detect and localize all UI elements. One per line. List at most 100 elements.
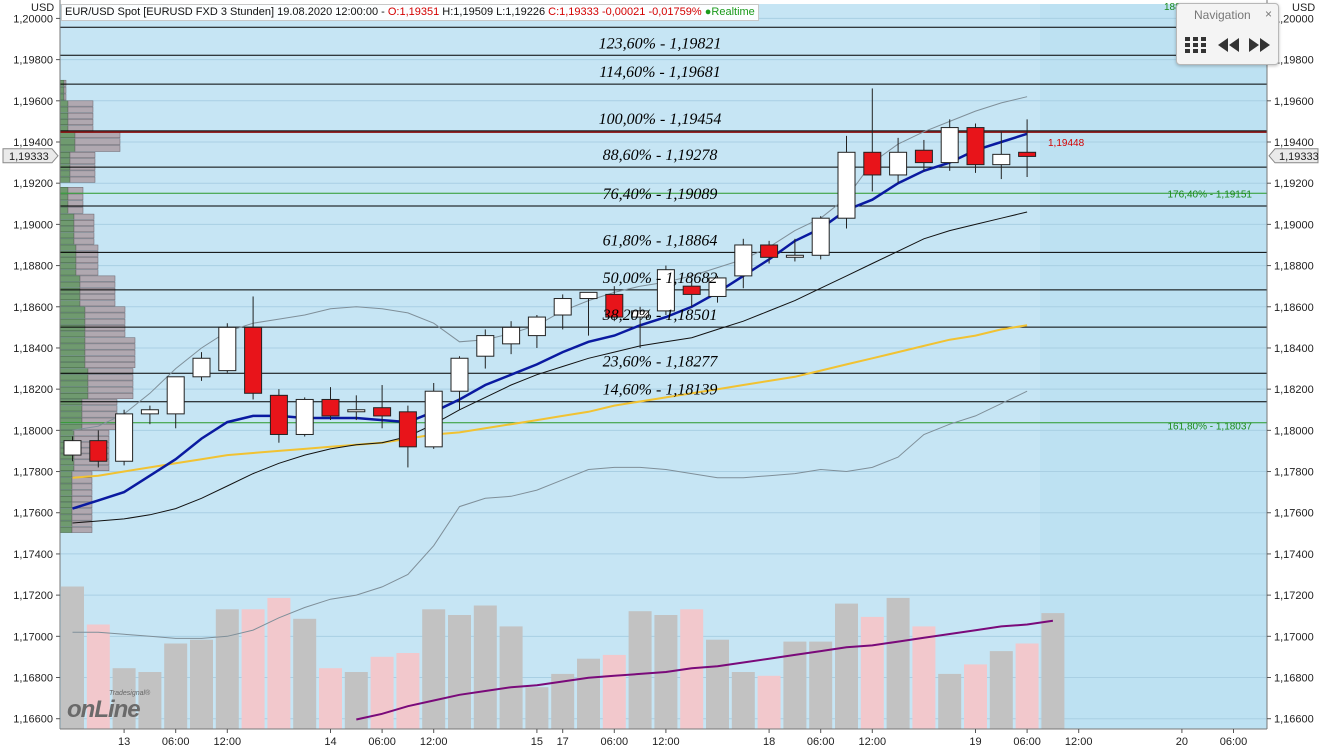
- volume-profile-green: [59, 187, 69, 194]
- volume-bar: [731, 672, 755, 729]
- volume-bar: [448, 615, 471, 729]
- candle-body: [450, 357, 469, 392]
- volume-bar: [215, 609, 239, 729]
- fib-level-label: 114,60% - 1,19681: [599, 64, 720, 81]
- candle-body: [63, 440, 82, 456]
- volume-profile-grey: [84, 349, 136, 356]
- volume-profile-green: [59, 496, 73, 502]
- volume-profile-grey: [81, 423, 118, 430]
- volume-profile-grey: [71, 526, 93, 533]
- volume-profile-green: [59, 380, 89, 387]
- volume-profile-green: [59, 362, 86, 369]
- candle-body: [682, 285, 701, 295]
- fast-forward-icon[interactable]: [1248, 37, 1272, 53]
- current-price-marker-right: [1268, 148, 1319, 164]
- candle-body: [940, 127, 959, 164]
- volume-profile-grey: [71, 483, 93, 490]
- x-tick-label: 06:00: [1013, 736, 1041, 748]
- current-price-marker-left: [2, 148, 59, 164]
- volume-bar: [628, 611, 652, 729]
- volume-profile-green: [59, 411, 83, 418]
- volume-profile-green: [59, 526, 73, 533]
- volume-profile-grey: [75, 257, 99, 263]
- x-tick-label: 14: [324, 736, 336, 748]
- volume-moving-average-line: [356, 619, 1054, 721]
- volume-profile-grey: [71, 520, 93, 527]
- candle-body: [760, 244, 779, 258]
- volume-bar: [319, 668, 342, 729]
- volume-bar: [422, 609, 446, 729]
- volume-profile-green: [59, 93, 65, 101]
- volume-profile-green: [59, 355, 86, 362]
- candle-body: [424, 390, 443, 448]
- candle-body: [863, 151, 882, 176]
- last-high-label: 1,19448: [1048, 138, 1085, 149]
- candle-body: [321, 398, 340, 417]
- candle-body: [398, 411, 417, 448]
- volume-profile-grey: [67, 106, 94, 113]
- tradesignal-logo: Tradesignal® onLine: [67, 690, 151, 723]
- volume-profile-green: [59, 119, 69, 125]
- y-tick-label-left: 1,19200: [13, 178, 53, 190]
- fib-level-label: 14,60% - 1,18139: [603, 382, 718, 399]
- y-tick-label-left: 1,18200: [13, 384, 53, 396]
- y-tick-label-right: 1,18000: [1274, 425, 1314, 437]
- volume-bar: [112, 668, 136, 729]
- volume-bar: [886, 597, 910, 729]
- volume-bar: [344, 672, 368, 729]
- volume-profile-grey: [84, 318, 126, 325]
- moving-average-fast-line: [72, 132, 1028, 510]
- candle-body: [218, 326, 237, 372]
- volume-profile-grey: [84, 337, 136, 344]
- low-value: L:1,19226: [496, 6, 546, 18]
- volume-profile-green: [59, 477, 73, 484]
- volume-profile-green: [59, 459, 75, 466]
- volume-profile-grey: [84, 355, 136, 362]
- current-price-label-right: 1,19333: [1279, 151, 1319, 163]
- volume-profile-grey: [67, 119, 94, 125]
- moving-average-slow-line: [72, 324, 1028, 479]
- y-tick-label-right: 1,17200: [1274, 590, 1314, 602]
- volume-bar: [396, 653, 420, 729]
- volume-bar: [938, 673, 962, 729]
- volume-profile-grey: [73, 465, 110, 471]
- volume-profile-green: [59, 508, 73, 515]
- volume-profile-grey: [67, 112, 94, 119]
- volume-profile-grey: [84, 343, 136, 350]
- rewind-icon[interactable]: [1217, 37, 1241, 53]
- volume-profile-grey: [63, 79, 67, 87]
- volume-profile-green: [59, 138, 76, 145]
- volume-profile-green: [59, 226, 75, 233]
- volume-profile-grey: [71, 508, 93, 515]
- volume-profile-grey: [69, 170, 96, 177]
- volume-profile-grey: [79, 275, 116, 282]
- candle-body: [347, 409, 366, 413]
- currency-label-right: USD: [1292, 2, 1315, 14]
- volume-profile-grey: [73, 220, 95, 226]
- y-tick-label-right: 1,18800: [1274, 261, 1314, 273]
- volume-profile-grey: [71, 489, 93, 496]
- volume-profile-green: [59, 158, 71, 165]
- volume-profile-grey: [84, 325, 126, 331]
- volume-profile-green: [59, 325, 86, 331]
- candle-body: [115, 413, 134, 462]
- volume-profile-grey: [87, 374, 134, 381]
- volume-profile-green: [59, 207, 69, 214]
- y-tick-label-right: 1,17600: [1274, 508, 1314, 520]
- volume-profile-grey: [74, 138, 121, 145]
- volume-bar: [912, 626, 936, 729]
- volume-profile-grey: [63, 93, 67, 101]
- candle-body: [631, 310, 650, 318]
- volume-bar: [1015, 643, 1039, 729]
- volume-profile-grey: [71, 514, 93, 521]
- volume-profile-grey: [73, 226, 95, 233]
- close-icon[interactable]: ×: [1264, 7, 1272, 21]
- candle-body: [89, 440, 108, 462]
- volume-profile-grey: [87, 368, 134, 375]
- bottom-axis-panel: [0, 729, 1321, 754]
- y-tick-label-right: 1,19000: [1274, 219, 1314, 231]
- grid-icon[interactable]: [1185, 37, 1207, 53]
- volume-profile-green: [59, 152, 71, 158]
